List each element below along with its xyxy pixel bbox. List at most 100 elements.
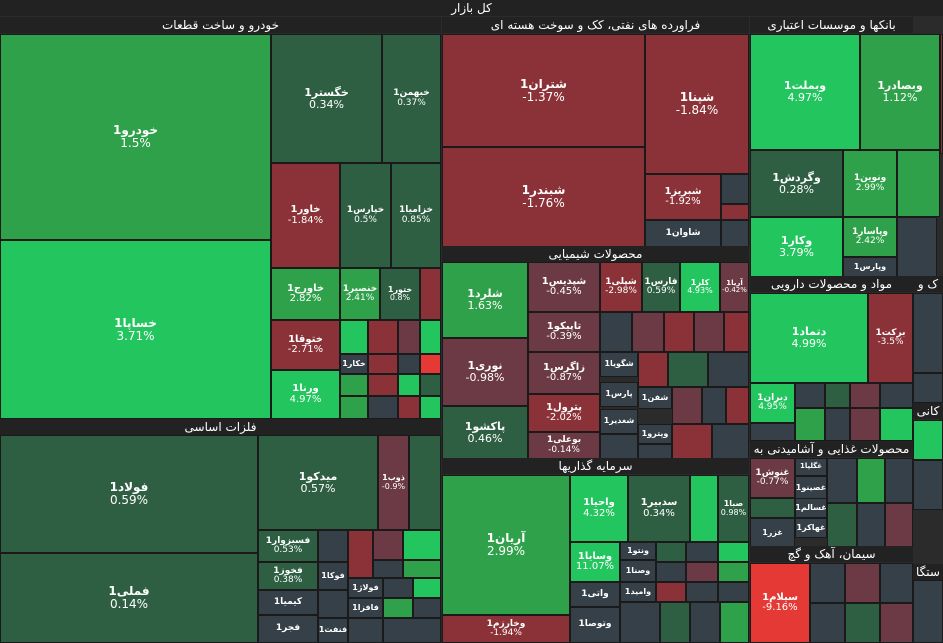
treemap-tile-unlabeled[interactable] [810,603,845,643]
treemap-tile-unlabeled[interactable] [373,530,403,560]
treemap-tile[interactable]: وتوصا1 [570,607,620,643]
treemap-tile-unlabeled[interactable] [672,424,712,459]
treemap-tile[interactable]: سیلام1 -9.16% [750,563,810,643]
treemap-tile-unlabeled[interactable] [403,560,441,578]
treemap-tile[interactable]: واحیا1 4.32% [570,475,628,542]
treemap-tile[interactable]: فارس1 0.59% [642,262,680,312]
treemap-tile[interactable]: وپترو1 [638,424,672,444]
treemap-tile-unlabeled[interactable] [656,542,686,562]
treemap-tile-unlabeled[interactable] [656,582,686,602]
treemap-tile-unlabeled[interactable] [398,396,420,419]
treemap-tile[interactable]: وبملت1 4.97% [750,34,860,150]
treemap-tile-unlabeled[interactable] [880,563,913,603]
treemap-tile-unlabeled[interactable] [718,542,749,562]
treemap-tile[interactable]: غهاکر1 [795,518,827,538]
treemap-tile-unlabeled[interactable] [721,174,749,204]
treemap-tile[interactable]: زاگرس1 -0.87% [528,352,600,394]
treemap-tile-unlabeled[interactable] [825,383,850,408]
treemap-tile-unlabeled[interactable] [721,204,749,220]
treemap-tile[interactable]: دتماد1 4.99% [750,293,868,383]
treemap-tile-unlabeled[interactable] [694,312,724,352]
treemap-tile-unlabeled[interactable] [383,618,441,643]
treemap-tile-unlabeled[interactable] [726,387,749,424]
treemap-tile[interactable]: غگلپا1 [795,458,827,476]
treemap-tile[interactable]: فخوز1 0.38% [258,562,318,590]
treemap-tile-unlabeled[interactable] [340,396,368,419]
treemap-tile-unlabeled[interactable] [795,383,825,408]
treemap-tile[interactable]: غصینو1 [795,476,827,501]
treemap-tile-unlabeled[interactable] [420,396,441,419]
treemap-tile-unlabeled[interactable] [810,563,845,603]
treemap-tile[interactable]: تاپیکو1 -0.39% [528,312,600,352]
treemap-tile[interactable]: وپاسار1 2.42% [843,217,897,257]
treemap-tile[interactable]: وصنا1 [620,560,656,582]
treemap-tile-unlabeled[interactable] [913,580,943,643]
treemap-tile[interactable]: وبصادر1 1.12% [860,34,940,150]
treemap-tile[interactable]: شپلی1 -2.98% [600,262,642,312]
treemap-tile[interactable]: خودرو1 1.5% [0,34,271,240]
treemap-tile[interactable]: آریان1 2.99% [442,475,570,615]
treemap-tile-unlabeled[interactable] [398,320,420,354]
treemap-tile-unlabeled[interactable] [845,563,880,603]
treemap-tile[interactable]: شلرد1 1.63% [442,262,528,338]
treemap-tile[interactable]: سدبیر1 0.34% [628,475,690,542]
treemap-tile-unlabeled[interactable] [885,503,913,548]
treemap-tile[interactable]: شبندر1 -1.76% [442,147,645,247]
treemap-tile-unlabeled[interactable] [897,217,937,277]
treemap-tile[interactable]: فولاد1 0.59% [0,435,258,553]
treemap-tile[interactable]: کیمیا1 [258,590,318,615]
treemap-tile[interactable]: فسبزوار1 0.53% [258,530,318,562]
treemap-tile[interactable]: فافزا1 [348,598,383,618]
treemap-tile-unlabeled[interactable] [913,420,943,460]
treemap-tile-unlabeled[interactable] [750,498,795,518]
treemap-tile-unlabeled[interactable] [845,603,880,643]
treemap-tile-unlabeled[interactable] [857,458,885,503]
treemap-tile-unlabeled[interactable] [348,618,383,643]
treemap-tile[interactable]: خاور1 -1.84% [271,163,340,268]
treemap-tile-unlabeled[interactable] [420,374,441,396]
treemap-tile-unlabeled[interactable] [398,374,420,396]
treemap-tile-unlabeled[interactable] [880,603,913,643]
treemap-tile[interactable]: شپدیس1 -0.45% [528,262,600,312]
treemap-tile-unlabeled[interactable] [708,352,749,387]
treemap-tile[interactable]: پاکشو1 0.46% [442,406,528,459]
treemap-tile[interactable]: شگویا1 [600,352,638,377]
treemap-tile-unlabeled[interactable] [690,602,720,643]
treemap-tile-unlabeled[interactable] [620,602,660,643]
treemap-tile[interactable]: ختور1 0.8% [380,268,420,320]
treemap-tile-unlabeled[interactable] [686,542,718,562]
treemap-tile[interactable]: غنوش1 -0.77% [750,458,795,498]
treemap-tile-unlabeled[interactable] [340,320,368,354]
treemap-tile-unlabeled[interactable] [340,374,368,396]
treemap-tile[interactable]: پترول1 -2.02% [528,394,600,432]
treemap-tile[interactable]: دیران1 4.95% [750,383,795,423]
treemap-tile-unlabeled[interactable] [420,320,441,354]
treemap-tile[interactable]: وگردش1 0.28% [750,150,843,217]
treemap-tile-unlabeled[interactable] [827,458,857,503]
treemap-tile-unlabeled[interactable] [825,408,850,441]
treemap-tile[interactable]: ونتو1 [620,542,656,560]
treemap-tile-unlabeled[interactable] [850,383,880,408]
treemap-tile[interactable]: فوکا1 [318,562,348,590]
treemap-tile-unlabeled[interactable] [686,562,718,582]
treemap-tile-unlabeled[interactable] [632,312,664,352]
treemap-tile[interactable]: خاورج1 2.82% [271,268,340,320]
treemap-tile-unlabeled[interactable] [373,560,403,578]
treemap-tile[interactable]: ونوین1 2.99% [843,150,897,217]
treemap-tile-unlabeled[interactable] [668,352,708,387]
treemap-tile-unlabeled[interactable] [712,424,749,459]
treemap-tile[interactable]: خزامیا1 0.85% [391,163,441,268]
treemap-tile[interactable]: خنصیر1 2.41% [340,268,380,320]
treemap-tile[interactable]: ورنا1 4.97% [271,370,340,419]
treemap-tile[interactable]: خپارس1 0.5% [340,163,391,268]
treemap-tile-unlabeled[interactable] [720,602,749,643]
treemap-tile-unlabeled[interactable] [850,408,880,441]
treemap-tile-unlabeled[interactable] [409,435,441,530]
treemap-tile[interactable]: برکت1 -3.5% [868,293,913,383]
treemap-tile-unlabeled[interactable] [368,374,398,396]
treemap-tile-unlabeled[interactable] [383,598,413,618]
treemap-tile[interactable]: شپنا1 -1.84% [645,34,749,174]
treemap-tile-unlabeled[interactable] [664,312,694,352]
treemap-tile[interactable]: فولاژ1 [348,578,383,598]
treemap-tile[interactable]: وسایا1 11.07% [570,542,620,582]
